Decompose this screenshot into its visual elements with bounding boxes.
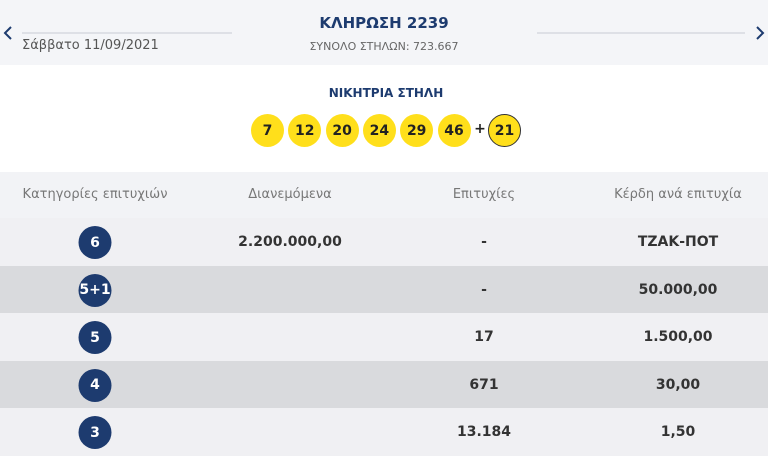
table-cell: -	[481, 281, 487, 298]
joker-ball: 21	[488, 114, 521, 147]
table-row: 5+1 - 50.000,00	[0, 265, 768, 314]
ball: 46	[437, 114, 471, 147]
header-decor	[3, 26, 765, 40]
prev-arrow[interactable]	[3, 26, 12, 40]
ball: 24	[362, 114, 396, 147]
column-header: Κατηγορίες επιτυχιών	[22, 187, 168, 202]
table-row: 3 13.184 1,50	[0, 408, 768, 456]
table-cell: 1.500,00	[643, 329, 713, 345]
table-row: 6 2.200.000,00 - ΤΖΑΚ-ΠΟΤ	[0, 218, 768, 266]
draw-subtitle: ΣΥΝΟΛΟ ΣΤΗΛΩΝ: 723.667	[309, 40, 459, 53]
column-header: Διανεμόμενα	[248, 187, 332, 202]
ball: 29	[400, 114, 434, 147]
table-row: 5 17 1.500,00	[0, 313, 768, 361]
table-row: 4 671 30,00	[0, 360, 768, 409]
date: Σάββατο 11/09/2021	[22, 38, 159, 53]
winning-title: ΝΙΚΗΤΡΙΑ ΣΤΗΛΗ	[328, 86, 444, 100]
column-header: Κέρδη ανά επιτυχία	[614, 187, 742, 202]
category-badge: 5	[78, 321, 112, 354]
table-cell: 30,00	[655, 376, 701, 393]
category-badge: 3	[78, 416, 112, 449]
category-badge: 6	[78, 226, 112, 259]
column-header: Επιτυχίες	[452, 187, 516, 202]
table-cell: 671	[469, 376, 499, 393]
draw-title: ΚΛΗΡΩΣΗ 2239	[319, 14, 449, 32]
table-header	[0, 172, 768, 218]
ball: 7	[251, 114, 284, 147]
ball: 12	[288, 114, 322, 147]
category-badge: 5+1	[78, 273, 112, 307]
ball: 20	[325, 114, 359, 147]
plus: +	[474, 121, 486, 137]
table-cell: 2.200.000,00	[238, 234, 342, 250]
table-cell: ΤΖΑΚ-ΠΟΤ	[637, 234, 719, 250]
table-cell: 1,50	[660, 424, 696, 440]
category-badge: 4	[78, 368, 112, 402]
table-cell: 50.000,00	[638, 281, 718, 298]
next-arrow[interactable]	[756, 26, 765, 40]
table-cell: -	[481, 234, 487, 250]
table-cell: 17	[474, 329, 494, 345]
table-cell: 13.184	[456, 424, 512, 440]
